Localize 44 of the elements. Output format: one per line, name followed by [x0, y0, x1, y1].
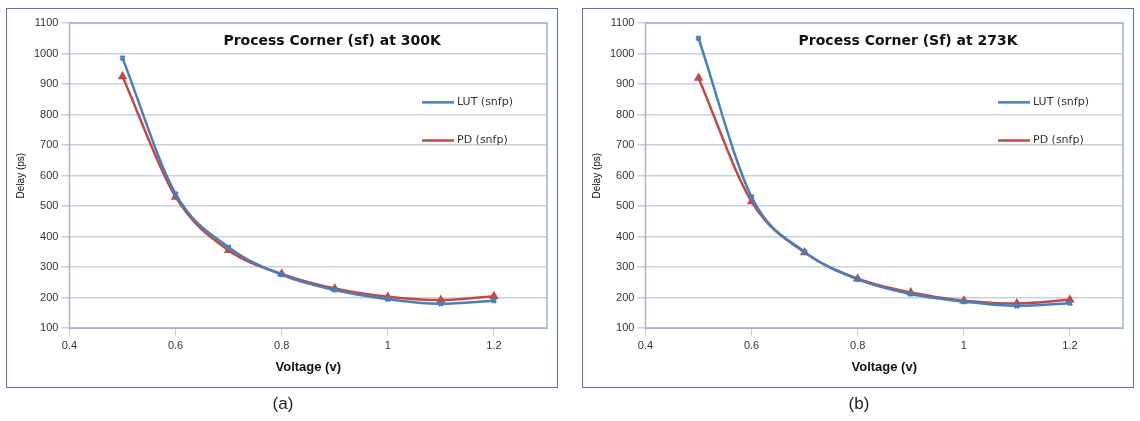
- x-tick-label: 0.4: [637, 338, 654, 351]
- x-tick-label: 0.6: [167, 338, 184, 351]
- y-tick-label: 300: [40, 260, 59, 273]
- x-tick-label: 0.8: [274, 338, 290, 351]
- y-tick-label: 300: [616, 260, 635, 273]
- y-tick-label: 400: [40, 229, 59, 242]
- y-tick-label: 1100: [610, 16, 635, 29]
- y-axis-title: Delay (ps): [590, 152, 602, 199]
- y-tick-label: 900: [616, 77, 635, 90]
- y-tick-label: 600: [40, 168, 59, 181]
- text: Process Corner (Sf) at 273K: [798, 31, 1019, 48]
- x-tick-label: 0.4: [61, 338, 78, 351]
- x-tick-label: 1.2: [486, 338, 502, 351]
- y-tick-label: 700: [616, 138, 635, 151]
- y-tick-label: 1000: [33, 46, 59, 59]
- legend-label: LUT (snfp): [457, 95, 513, 109]
- x-tick-label: 1: [960, 338, 967, 351]
- x-axis-title: Voltage (v): [851, 358, 917, 374]
- x-axis-title: Voltage (v): [275, 358, 341, 374]
- x-tick-label: 0.8: [850, 338, 866, 351]
- x-tick-label: 0.6: [743, 338, 760, 351]
- y-tick-label: 900: [40, 77, 59, 90]
- x-tick-label: 1.2: [1062, 338, 1078, 351]
- y-tick-label: 100: [40, 321, 59, 334]
- y-tick-label: 700: [40, 138, 59, 151]
- text: Process Corner (sf) at 300K: [223, 31, 442, 48]
- y-tick-label: 800: [616, 107, 635, 120]
- y-tick-label: 500: [40, 199, 59, 212]
- y-tick-label: 100: [616, 321, 635, 334]
- legend-label: PD (snfp): [1033, 133, 1084, 147]
- x-tick-label: 1: [384, 338, 391, 351]
- y-tick-label: 800: [40, 107, 59, 120]
- legend-label: LUT (snfp): [1033, 95, 1089, 109]
- y-tick-label: 200: [616, 290, 635, 303]
- legend-label: PD (snfp): [457, 133, 508, 147]
- y-tick-label: 400: [616, 229, 635, 242]
- text: (b): [847, 394, 871, 414]
- y-axis-title: Delay (ps): [14, 152, 26, 199]
- y-tick-label: 1000: [609, 46, 635, 59]
- y-tick-label: 500: [616, 199, 635, 212]
- y-tick-label: 1100: [34, 16, 59, 29]
- y-tick-label: 200: [40, 290, 59, 303]
- text: (a): [271, 394, 295, 414]
- y-tick-label: 600: [616, 168, 635, 181]
